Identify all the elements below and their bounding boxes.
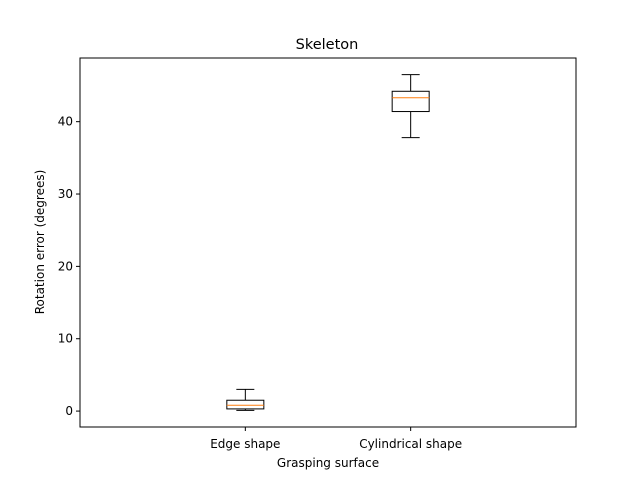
chart-title: Skeleton [296,37,359,53]
y-axis-label: Rotation error (degrees) [33,170,47,315]
iqr-box [391,90,430,113]
box-plot [226,388,265,411]
plot-frame [79,57,577,428]
x-tick-label: Edge shape [210,437,280,451]
y-tick-label: 0 [65,404,73,418]
y-tick-label: 10 [58,332,73,346]
box-plots [226,74,430,411]
x-axis: Edge shape Cylindrical shape [210,427,462,451]
box-plot [391,74,430,139]
y-axis: 0 10 20 30 40 [58,115,80,418]
x-tick-label: Cylindrical shape [359,437,462,451]
y-tick-label: 30 [58,187,73,201]
y-tick-label: 40 [58,115,73,129]
x-axis-label: Grasping surface [277,456,379,470]
iqr-box [226,399,265,410]
y-tick-label: 20 [58,259,73,273]
